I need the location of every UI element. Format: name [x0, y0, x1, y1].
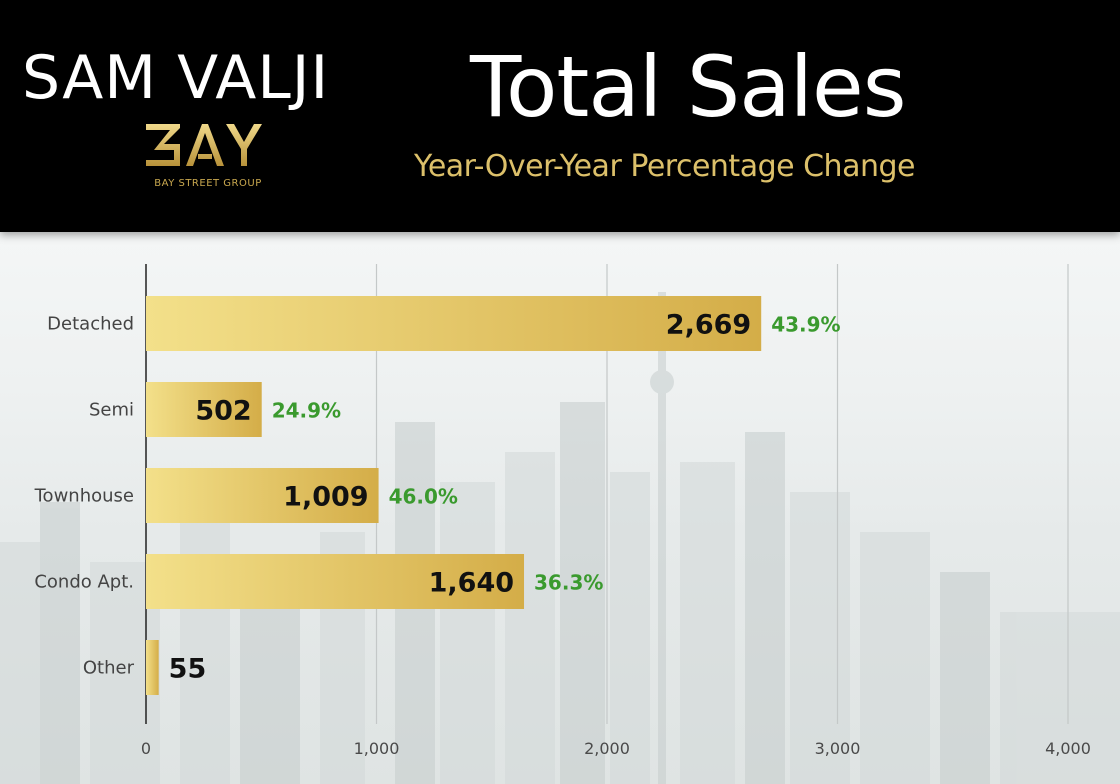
category-label: Townhouse — [34, 486, 134, 507]
pct-change-label: 36.3% — [534, 571, 603, 595]
pct-change-label: 24.9% — [272, 399, 341, 423]
category-label: Other — [83, 658, 135, 679]
bay-logo: BAY STREET GROUP — [146, 124, 262, 189]
bar-chart: 0 1,000 2,000 3,000 4,000 Detached Semi Townho… — [0, 264, 1120, 784]
value-label: 55 — [169, 654, 207, 685]
value-labels: 2,669 502 1,009 1,640 55 — [169, 310, 752, 685]
pct-change-label: 43.9% — [771, 313, 840, 337]
x-tick-label: 4,000 — [1045, 739, 1091, 758]
bar-other — [146, 640, 159, 695]
value-label: 2,669 — [666, 310, 751, 341]
logo-b-mark — [146, 124, 180, 166]
brand-name: SAM VALJI — [22, 43, 330, 113]
plot-area: 0 1,000 2,000 3,000 4,000 Detached Semi Townho… — [0, 232, 1120, 784]
category-label: Detached — [47, 314, 134, 335]
x-tick-label: 0 — [141, 739, 151, 758]
pct-change-labels: 43.9% 24.9% 46.0% 36.3% — [272, 313, 841, 595]
chart-header: SAM VALJI BAY STREET GROUP Total Sales Y… — [0, 0, 1120, 232]
logo-y-mark — [226, 124, 262, 166]
bar-condo-apt — [146, 554, 525, 609]
category-labels: Detached Semi Townhouse Condo Apt. Other — [34, 314, 135, 679]
x-tick-label: 2,000 — [584, 739, 630, 758]
bar-detached — [146, 296, 762, 351]
bar-semi — [146, 382, 262, 437]
bars — [146, 296, 762, 695]
x-tick-label: 1,000 — [354, 739, 400, 758]
category-label: Condo Apt. — [34, 572, 134, 593]
chart-subtitle: Year-Over-Year Percentage Change — [414, 149, 915, 184]
bar-townhouse — [146, 468, 379, 523]
pct-change-label: 46.0% — [389, 485, 458, 509]
x-tick-label: 3,000 — [815, 739, 861, 758]
chart-title: Total Sales — [470, 38, 906, 136]
value-label: 502 — [195, 396, 251, 427]
city-skyline-backdrop — [0, 292, 1120, 784]
value-label: 1,640 — [429, 568, 514, 599]
value-label: 1,009 — [283, 482, 368, 513]
x-axis-tick-labels: 0 1,000 2,000 3,000 4,000 — [141, 739, 1091, 758]
category-label: Semi — [89, 400, 134, 421]
logo-a-mark — [186, 124, 224, 166]
logo-subtext: BAY STREET GROUP — [154, 178, 261, 189]
